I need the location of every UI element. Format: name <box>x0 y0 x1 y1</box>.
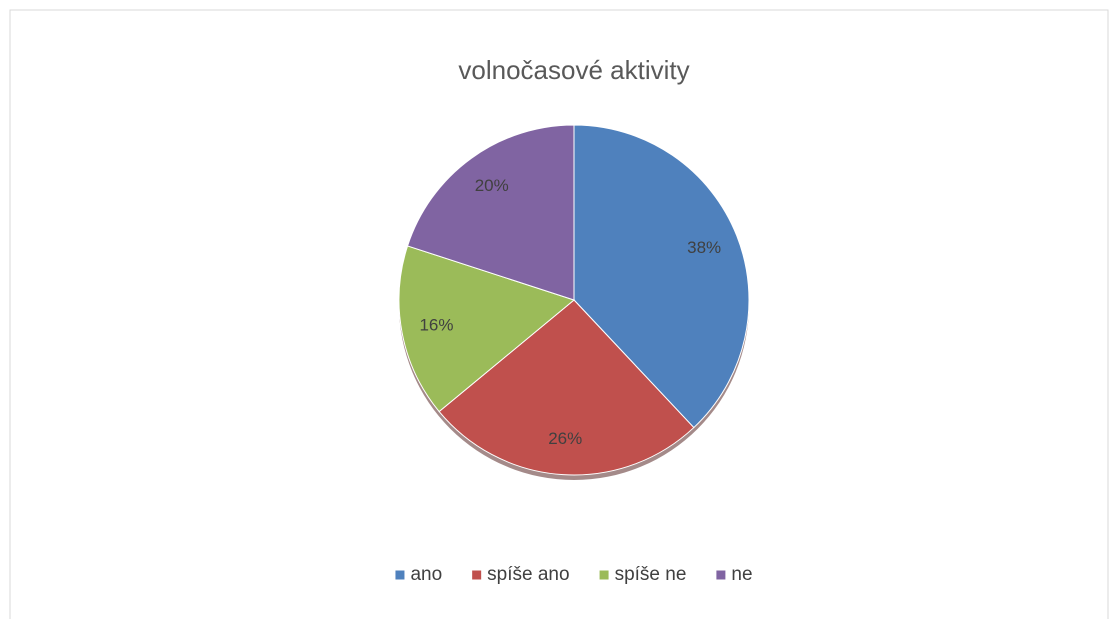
chart-title: volnočasové aktivity <box>458 55 689 85</box>
pie-slice <box>438 299 695 476</box>
legend-label: spíše ano <box>487 564 569 585</box>
pie-slice <box>573 124 750 429</box>
pie-slice <box>406 124 575 301</box>
pie-slice <box>398 245 576 413</box>
data-label: 26% <box>548 429 582 448</box>
legend-marker <box>472 570 482 580</box>
data-label: 20% <box>475 176 509 195</box>
legend-marker <box>599 570 609 580</box>
data-label: 16% <box>419 316 453 335</box>
legend-label: spíše ne <box>615 564 687 585</box>
legend-label: ne <box>731 564 752 585</box>
legend-marker <box>716 570 726 580</box>
chart-border <box>9 9 1109 619</box>
data-label: 38% <box>687 238 721 257</box>
legend-marker <box>395 570 405 580</box>
legend-label: ano <box>410 564 442 585</box>
